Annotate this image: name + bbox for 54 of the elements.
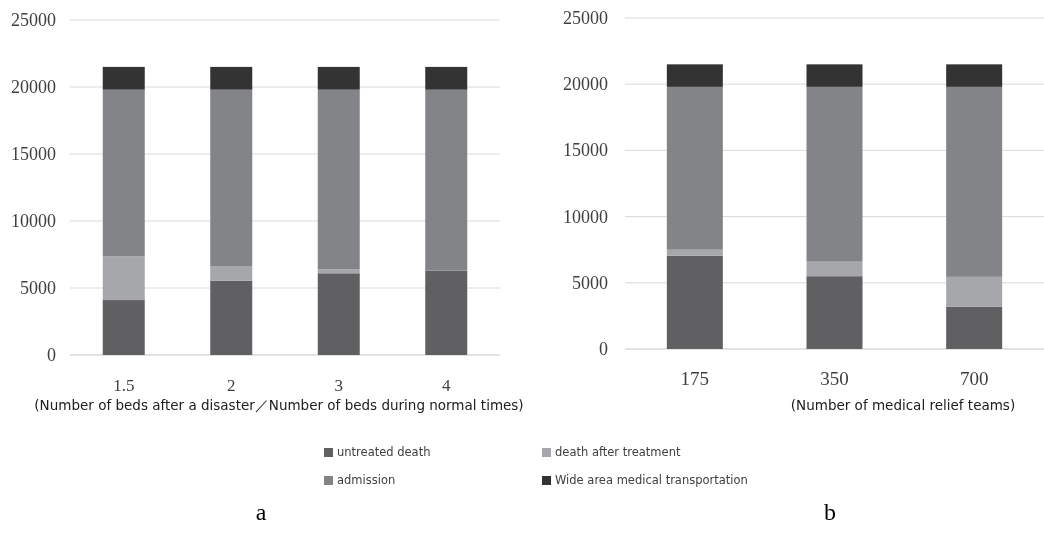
bar <box>806 261 863 277</box>
x-tick-label: 4 <box>442 376 451 395</box>
bar <box>210 280 253 355</box>
y-tick-label: 15000 <box>563 140 608 161</box>
legend-label: Wide area medical transportation <box>555 473 748 487</box>
x-tick-label: 700 <box>959 368 989 389</box>
bar <box>946 276 1003 307</box>
y-tick-label: 10000 <box>11 211 56 231</box>
bar <box>210 266 253 281</box>
x-tick-label: 350 <box>820 368 849 389</box>
bar <box>946 86 1003 277</box>
bar <box>102 256 145 301</box>
bar <box>317 89 360 270</box>
bar <box>210 89 253 267</box>
y-tick-label: 5000 <box>20 278 56 298</box>
y-tick-label: 20000 <box>563 74 608 95</box>
bar <box>666 255 723 349</box>
bar <box>666 86 723 250</box>
bar <box>317 66 360 90</box>
x-axis-title: (Number of beds after a disaster／Number of beds during normal times) <box>34 397 524 413</box>
x-tick-label: 1.5 <box>113 376 135 395</box>
legend-label: untreated death <box>337 445 431 459</box>
y-tick-label: 0 <box>47 345 56 365</box>
text: a <box>255 499 267 525</box>
bar <box>666 64 723 87</box>
y-tick-label: 25000 <box>563 8 608 28</box>
x-axis-title: (Number of medical relief teams) <box>790 397 1016 413</box>
bar <box>666 249 723 256</box>
legend-label: admission <box>337 473 396 487</box>
bar <box>425 270 468 355</box>
bar <box>102 89 145 257</box>
bar <box>806 64 863 87</box>
y-tick-label: 5000 <box>572 272 608 293</box>
bar <box>317 273 360 355</box>
bar <box>946 306 1003 349</box>
y-tick-label: 0 <box>599 339 608 359</box>
bar <box>102 300 145 355</box>
bar <box>425 66 468 90</box>
x-tick-label: 2 <box>227 376 236 395</box>
x-tick-label: 3 <box>334 376 343 395</box>
y-tick-label: 10000 <box>563 206 608 227</box>
y-tick-label: 20000 <box>11 77 56 97</box>
bar <box>102 66 145 90</box>
bar <box>317 269 360 274</box>
text: b <box>824 499 836 525</box>
y-tick-label: 25000 <box>11 10 56 30</box>
legend-label: death after treatment <box>555 445 681 459</box>
y-tick-label: 15000 <box>11 144 56 164</box>
bar <box>946 64 1003 87</box>
bar <box>210 66 253 90</box>
bar <box>806 276 863 349</box>
bar <box>806 86 863 262</box>
bar <box>425 89 468 271</box>
x-tick-label: 175 <box>680 368 710 389</box>
